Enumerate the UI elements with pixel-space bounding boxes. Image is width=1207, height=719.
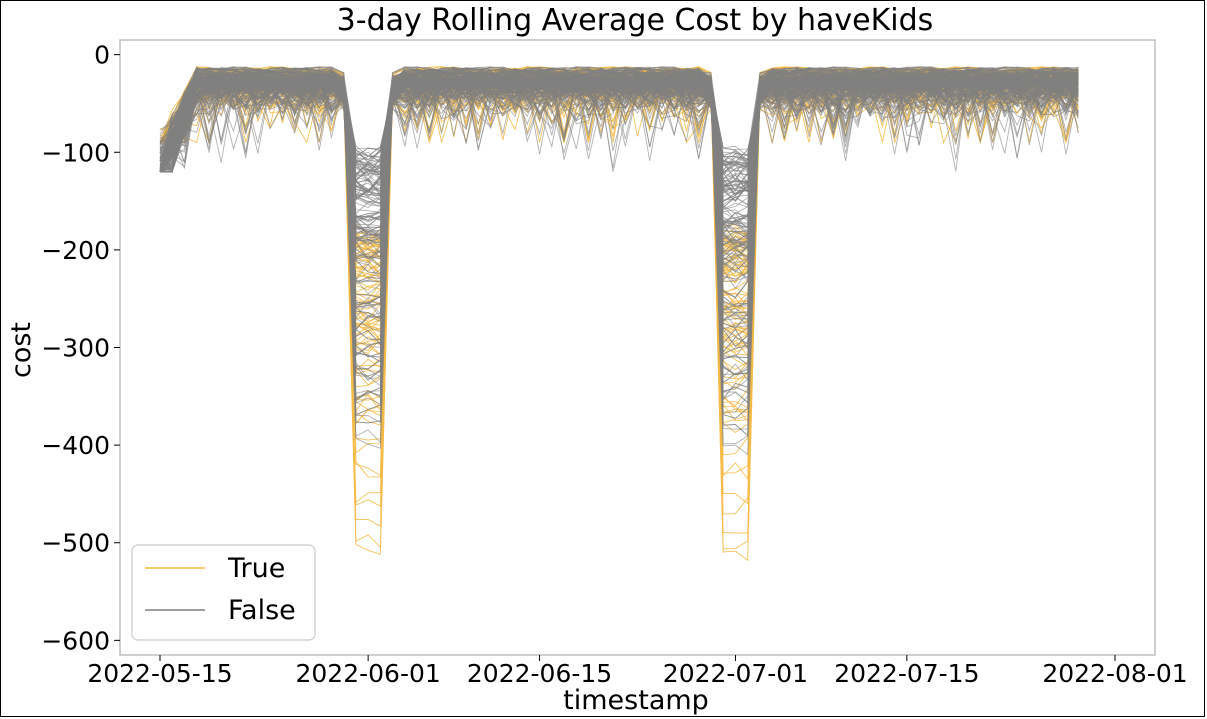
x-tick-label: 2022-07-15 <box>834 659 979 688</box>
x-tick-label: 2022-07-01 <box>663 659 808 688</box>
series-line-false <box>159 71 1079 400</box>
y-tick-label: −400 <box>41 431 110 460</box>
x-axis-label: timestamp <box>563 685 709 716</box>
series-line-true <box>160 79 1079 456</box>
x-tick-label: 2022-08-01 <box>1042 659 1187 688</box>
series-line-false <box>159 78 1079 275</box>
series-lines <box>159 66 1079 562</box>
y-axis-ticks: 0 −100 −200 −300 −400 −500 −600 <box>41 41 120 655</box>
series-line-false <box>159 77 1079 307</box>
series-line-true <box>159 71 1079 505</box>
y-axis-label: cost <box>6 322 37 378</box>
series-line-false <box>159 79 1079 182</box>
series-line-false <box>159 81 1079 299</box>
legend-label-true: True <box>227 553 285 584</box>
series-line-true <box>160 82 1079 562</box>
legend-label-false: False <box>228 595 296 626</box>
y-tick-label: −200 <box>41 236 110 265</box>
series-line-false <box>159 78 1079 262</box>
series-line-true <box>160 68 1079 515</box>
series-line-true <box>160 78 1079 550</box>
x-tick-label: 2022-06-01 <box>295 659 440 688</box>
series-line-false <box>159 72 1079 173</box>
y-tick-label: −300 <box>41 334 110 363</box>
series-line-false <box>159 82 1079 456</box>
chart-title: 3-day Rolling Average Cost by haveKids <box>337 3 934 38</box>
series-line-false <box>159 78 1079 249</box>
series-line-true <box>160 82 1079 441</box>
series-line-false <box>160 74 1079 197</box>
x-tick-label: 2022-05-15 <box>87 659 232 688</box>
series-line-false <box>159 78 1079 445</box>
y-tick-label: −500 <box>41 529 110 558</box>
y-tick-label: 0 <box>94 41 110 70</box>
y-tick-label: −600 <box>41 626 110 655</box>
series-line-true <box>160 78 1079 324</box>
series-line-false <box>159 80 1079 430</box>
series-line-false <box>159 66 1079 160</box>
series-line-false <box>159 76 1079 384</box>
y-tick-label: −100 <box>41 138 110 167</box>
series-line-false <box>159 68 1079 233</box>
x-tick-label: 2022-06-15 <box>467 659 612 688</box>
x-axis-ticks: 2022-05-15 2022-06-01 2022-06-15 2022-07-01… <box>87 655 1188 688</box>
series-line-true <box>159 81 1079 534</box>
series-line-true <box>159 75 1079 481</box>
legend: True False <box>131 544 316 641</box>
